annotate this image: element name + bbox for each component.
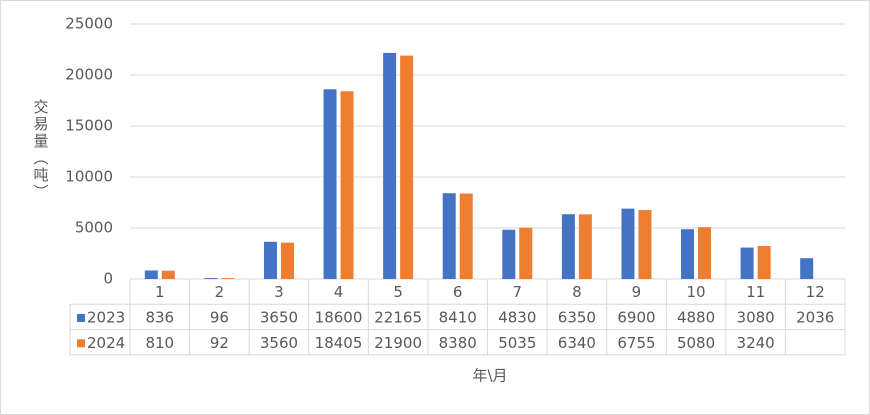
table-value: 3560 (260, 334, 298, 352)
bar (442, 193, 456, 279)
bar (502, 229, 516, 279)
table-value: 21900 (374, 334, 422, 352)
table-value: 2036 (796, 308, 834, 326)
bar (561, 214, 575, 279)
table-value: 18405 (315, 334, 363, 352)
bar (519, 227, 533, 279)
bar (161, 270, 175, 279)
table-value: 5080 (677, 334, 715, 352)
legend-key (77, 339, 85, 348)
bar (757, 245, 771, 279)
table-value: 8410 (439, 308, 477, 326)
bar (221, 278, 235, 279)
table-value: 22165 (374, 308, 422, 326)
table-value: 3650 (260, 308, 298, 326)
bar (144, 270, 158, 279)
bar (638, 210, 652, 279)
bar (323, 89, 337, 279)
bar (400, 55, 414, 280)
bar (578, 214, 592, 279)
x-tick-label: 1 (155, 283, 165, 301)
table-value: 6340 (558, 334, 596, 352)
legend-label: 2023 (87, 308, 125, 326)
bar (621, 208, 635, 279)
x-tick-label: 5 (393, 283, 403, 301)
x-tick-label: 4 (334, 283, 344, 301)
table-value: 3080 (737, 308, 775, 326)
bar (459, 193, 473, 279)
x-tick-label: 7 (513, 283, 523, 301)
y-axis-title: 交易量（吨） (32, 98, 50, 201)
table-value: 8380 (439, 334, 477, 352)
x-tick-label: 8 (572, 283, 582, 301)
bar (280, 242, 294, 279)
y-tick-label: 20000 (65, 66, 113, 84)
table-value: 18600 (315, 308, 363, 326)
bar (740, 247, 754, 279)
x-axis-title: 年\月 (472, 367, 507, 385)
x-tick-label: 3 (274, 283, 284, 301)
x-tick-label: 10 (686, 283, 705, 301)
y-tick-label: 5000 (75, 219, 113, 237)
legend-key (77, 313, 85, 322)
y-tick-label: 0 (103, 270, 113, 288)
table-value: 4880 (677, 308, 715, 326)
table-value: 6755 (617, 334, 655, 352)
bar (698, 227, 712, 279)
table-value: 3240 (737, 334, 775, 352)
bar (681, 229, 695, 279)
table-value: 810 (145, 334, 174, 352)
bar (263, 241, 277, 279)
table-value: 4830 (498, 308, 536, 326)
bar (340, 91, 354, 279)
y-tick-label: 15000 (65, 117, 113, 135)
table-value: 96 (210, 308, 229, 326)
bar (383, 52, 397, 280)
x-tick-label: 6 (453, 283, 463, 301)
y-tick-label: 25000 (65, 15, 113, 33)
table-value: 92 (210, 334, 229, 352)
bar (800, 258, 814, 279)
x-tick-label: 11 (746, 283, 765, 301)
table-value: 836 (145, 308, 174, 326)
legend-label: 2024 (87, 334, 125, 352)
table-value: 6900 (617, 308, 655, 326)
y-tick-label: 10000 (65, 168, 113, 186)
bar (204, 278, 218, 279)
table-value: 6350 (558, 308, 596, 326)
x-tick-label: 9 (632, 283, 642, 301)
table-value: 5035 (498, 334, 536, 352)
x-tick-label: 12 (806, 283, 825, 301)
x-tick-label: 2 (215, 283, 225, 301)
